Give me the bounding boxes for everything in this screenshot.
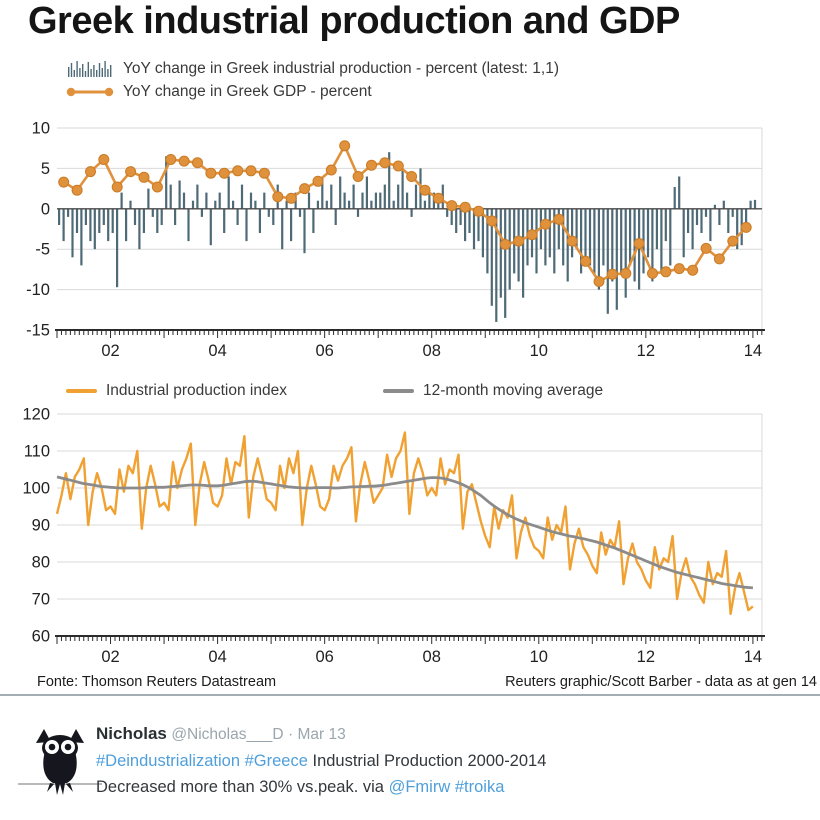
svg-text:06: 06 bbox=[315, 648, 333, 666]
svg-text:08: 08 bbox=[423, 342, 441, 360]
legend-row-moving-average: 12-month moving average bbox=[383, 381, 603, 401]
legend-label-industrial-production: YoY change in Greek industrial productio… bbox=[123, 60, 559, 77]
svg-text:02: 02 bbox=[101, 648, 119, 666]
tweet-text-line2: Decreased more than 30% vs.peak. via bbox=[96, 778, 384, 796]
svg-text:80: 80 bbox=[32, 554, 50, 572]
svg-text:120: 120 bbox=[22, 406, 50, 424]
svg-text:06: 06 bbox=[315, 342, 333, 360]
source-note: Fonte: Thomson Reuters Datastream bbox=[37, 674, 277, 690]
svg-text:10: 10 bbox=[530, 342, 548, 360]
chart-title: Greek industrial production and GDP bbox=[28, 0, 680, 42]
svg-text:90: 90 bbox=[32, 517, 50, 535]
svg-text:100: 100 bbox=[22, 480, 50, 498]
yoy-change-chart: 02 04 06 08 10 12 14 10 5 0 -5 -10 -15 bbox=[26, 120, 765, 360]
hashtag-deindustrialization[interactable]: #Deindustrialization bbox=[96, 752, 240, 770]
svg-text:10: 10 bbox=[530, 648, 548, 666]
svg-text:04: 04 bbox=[208, 648, 226, 666]
mention-fmirw[interactable]: @Fmirw bbox=[388, 778, 451, 796]
tweet-date: · Mar 13 bbox=[288, 726, 346, 743]
tweet-header: Nicholas @Nicholas___D · Mar 13 bbox=[96, 724, 796, 748]
legend-label-gdp: YoY change in Greek GDP - percent bbox=[123, 83, 372, 100]
bar-series-icon bbox=[68, 61, 112, 77]
top-chart-legend: YoY change in Greek industrial productio… bbox=[66, 58, 559, 103]
legend-row-index: Industrial production index bbox=[66, 381, 287, 401]
legend-label-index: Industrial production index bbox=[106, 382, 287, 399]
svg-text:-5: -5 bbox=[35, 241, 50, 259]
ma-line-icon bbox=[383, 389, 414, 393]
svg-text:0: 0 bbox=[41, 200, 50, 218]
hashtag-troika[interactable]: #troika bbox=[454, 778, 505, 796]
image-divider bbox=[0, 694, 820, 696]
svg-text:02: 02 bbox=[101, 342, 119, 360]
tweet-text-line1: Industrial Production 2000-2014 bbox=[312, 752, 547, 770]
index-line-icon bbox=[66, 389, 97, 393]
legend-row-industrial-production: YoY change in Greek industrial productio… bbox=[66, 58, 559, 80]
svg-text:08: 08 bbox=[423, 648, 441, 666]
gdp-line-icon bbox=[66, 87, 114, 97]
svg-text:10: 10 bbox=[32, 120, 50, 138]
tweet-text: #Deindustrialization #Greece Industrial … bbox=[96, 748, 796, 800]
svg-text:-15: -15 bbox=[26, 322, 50, 340]
production-index-chart: 02 04 06 08 10 12 14 120 110 100 90 80 70 60 bbox=[22, 406, 765, 666]
svg-text:12: 12 bbox=[637, 342, 655, 360]
svg-text:-10: -10 bbox=[26, 281, 50, 299]
svg-text:60: 60 bbox=[32, 628, 50, 646]
owl-avatar-icon bbox=[18, 729, 102, 795]
svg-text:14: 14 bbox=[744, 342, 762, 360]
svg-text:14: 14 bbox=[744, 648, 762, 666]
legend-label-moving-average: 12-month moving average bbox=[423, 382, 604, 399]
svg-text:110: 110 bbox=[24, 443, 50, 461]
tweet-author-handle[interactable]: @Nicholas___D bbox=[171, 726, 284, 743]
avatar[interactable] bbox=[18, 722, 102, 798]
svg-text:12: 12 bbox=[637, 648, 655, 666]
tweet-author-name[interactable]: Nicholas bbox=[96, 724, 167, 743]
bottom-chart-legend: Industrial production index 12-month mov… bbox=[0, 381, 820, 401]
legend-row-gdp: YoY change in Greek GDP - percent bbox=[66, 81, 559, 103]
svg-text:70: 70 bbox=[32, 591, 50, 609]
tweet-body: Nicholas @Nicholas___D · Mar 13 #Deindus… bbox=[96, 724, 796, 800]
svg-text:5: 5 bbox=[41, 160, 50, 178]
hashtag-greece[interactable]: #Greece bbox=[244, 752, 308, 770]
chart-footer: Fonte: Thomson Reuters Datastream Reuter… bbox=[0, 674, 820, 690]
svg-text:04: 04 bbox=[208, 342, 226, 360]
credit-note: Reuters graphic/Scott Barber - data as a… bbox=[505, 674, 817, 690]
